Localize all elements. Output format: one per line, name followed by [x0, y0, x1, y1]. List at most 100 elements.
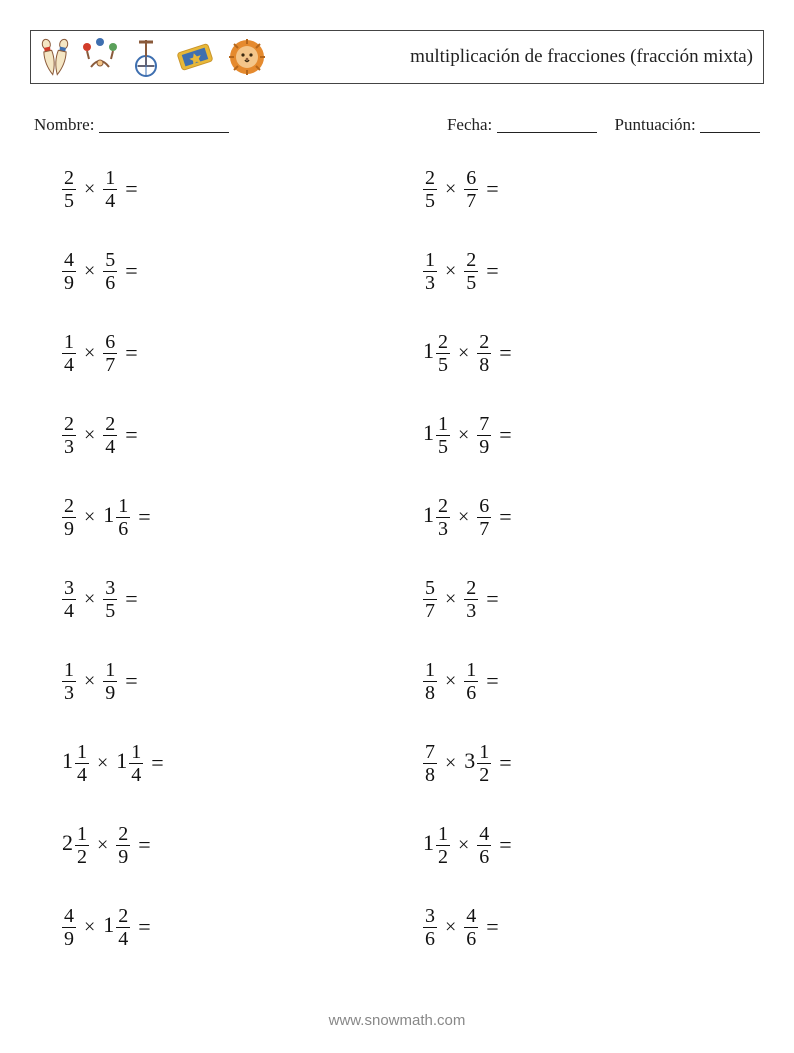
worksheet-page: multiplicación de fracciones (fracción m… [0, 0, 794, 1053]
numerator: 2 [464, 250, 478, 271]
numerator: 2 [423, 168, 437, 189]
equals-symbol: = [491, 422, 511, 448]
fraction: 25 [423, 168, 437, 211]
numerator: 3 [62, 578, 76, 599]
times-symbol: × [89, 834, 116, 857]
fraction: 56 [103, 250, 117, 293]
numerator: 1 [436, 414, 450, 435]
numerator: 2 [103, 414, 117, 435]
name-label: Nombre: [34, 115, 94, 134]
times-symbol: × [76, 670, 103, 693]
times-symbol: × [437, 178, 464, 201]
numerator: 2 [62, 168, 76, 189]
denominator: 6 [103, 271, 117, 293]
times-symbol: × [450, 506, 477, 529]
numerator: 1 [75, 824, 89, 845]
denominator: 9 [62, 517, 76, 539]
fraction: 12 [477, 742, 491, 785]
times-symbol: × [437, 260, 464, 283]
fraction: 14 [103, 168, 117, 211]
denominator: 3 [436, 517, 450, 539]
denominator: 7 [423, 599, 437, 621]
numerator: 1 [129, 742, 143, 763]
equals-symbol: = [117, 422, 137, 448]
denominator: 6 [423, 927, 437, 949]
denominator: 5 [436, 353, 450, 375]
denominator: 4 [129, 763, 143, 785]
problem: 78×312 = [423, 739, 764, 787]
fraction: 25 [62, 168, 76, 211]
fraction: 25 [464, 250, 478, 293]
times-symbol: × [76, 260, 103, 283]
header-icon-row [37, 36, 267, 78]
denominator: 7 [103, 353, 117, 375]
equals-symbol: = [491, 504, 511, 530]
numerator: 3 [103, 578, 117, 599]
equals-symbol: = [478, 258, 498, 284]
problem: 13×25 = [423, 247, 764, 295]
whole-part: 3 [464, 750, 477, 772]
denominator: 4 [62, 599, 76, 621]
fraction: 46 [477, 824, 491, 867]
fraction: 13 [62, 660, 76, 703]
times-symbol: × [450, 834, 477, 857]
denominator: 7 [464, 189, 478, 211]
fraction: 23 [464, 578, 478, 621]
unicycle-icon [129, 36, 163, 78]
fraction: 36 [423, 906, 437, 949]
times-symbol: × [76, 506, 103, 529]
numerator: 1 [103, 168, 117, 189]
whole-part: 1 [62, 750, 75, 772]
problem: 25×14 = [62, 165, 403, 213]
score-field: Puntuación: [615, 112, 760, 135]
numerator: 2 [62, 496, 76, 517]
equals-symbol: = [491, 832, 511, 858]
equals-symbol: = [130, 832, 150, 858]
juggling-icon [81, 37, 119, 77]
numerator: 6 [464, 168, 478, 189]
footer-url: www.snowmath.com [0, 1012, 794, 1029]
equals-symbol: = [117, 586, 137, 612]
equals-symbol: = [117, 340, 137, 366]
fraction: 29 [116, 824, 130, 867]
fraction: 49 [62, 906, 76, 949]
problem: 123×67 = [423, 493, 764, 541]
numerator: 6 [477, 496, 491, 517]
denominator: 6 [464, 927, 478, 949]
numerator: 2 [436, 496, 450, 517]
numerator: 2 [464, 578, 478, 599]
equals-symbol: = [130, 504, 150, 530]
ticket-icon [173, 38, 217, 76]
times-symbol: × [450, 424, 477, 447]
numerator: 2 [436, 332, 450, 353]
problem: 115×79 = [423, 411, 764, 459]
numerator: 6 [103, 332, 117, 353]
score-blank[interactable] [700, 115, 760, 133]
bowling-pins-icon [37, 37, 71, 77]
denominator: 6 [477, 845, 491, 867]
equals-symbol: = [478, 176, 498, 202]
info-row: Nombre: Fecha: Puntuación: [30, 112, 764, 135]
date-blank[interactable] [497, 115, 597, 133]
fraction: 12 [75, 824, 89, 867]
numerator: 1 [62, 332, 76, 353]
equals-symbol: = [117, 176, 137, 202]
denominator: 8 [423, 763, 437, 785]
problem: 13×19 = [62, 657, 403, 705]
denominator: 4 [62, 353, 76, 375]
denominator: 6 [464, 681, 478, 703]
times-symbol: × [76, 342, 103, 365]
name-blank[interactable] [99, 115, 229, 133]
numerator: 1 [423, 250, 437, 271]
times-symbol: × [437, 588, 464, 611]
problem-grid: 25×14 =25×67 =49×56 =13×25 =14×67 =125×2… [30, 165, 764, 951]
denominator: 4 [116, 927, 130, 949]
worksheet-title: multiplicación de fracciones (fracción m… [410, 46, 753, 68]
equals-symbol: = [491, 340, 511, 366]
denominator: 5 [103, 599, 117, 621]
numerator: 2 [116, 824, 130, 845]
fraction: 67 [103, 332, 117, 375]
denominator: 9 [62, 271, 76, 293]
times-symbol: × [89, 752, 116, 775]
numerator: 1 [103, 660, 117, 681]
